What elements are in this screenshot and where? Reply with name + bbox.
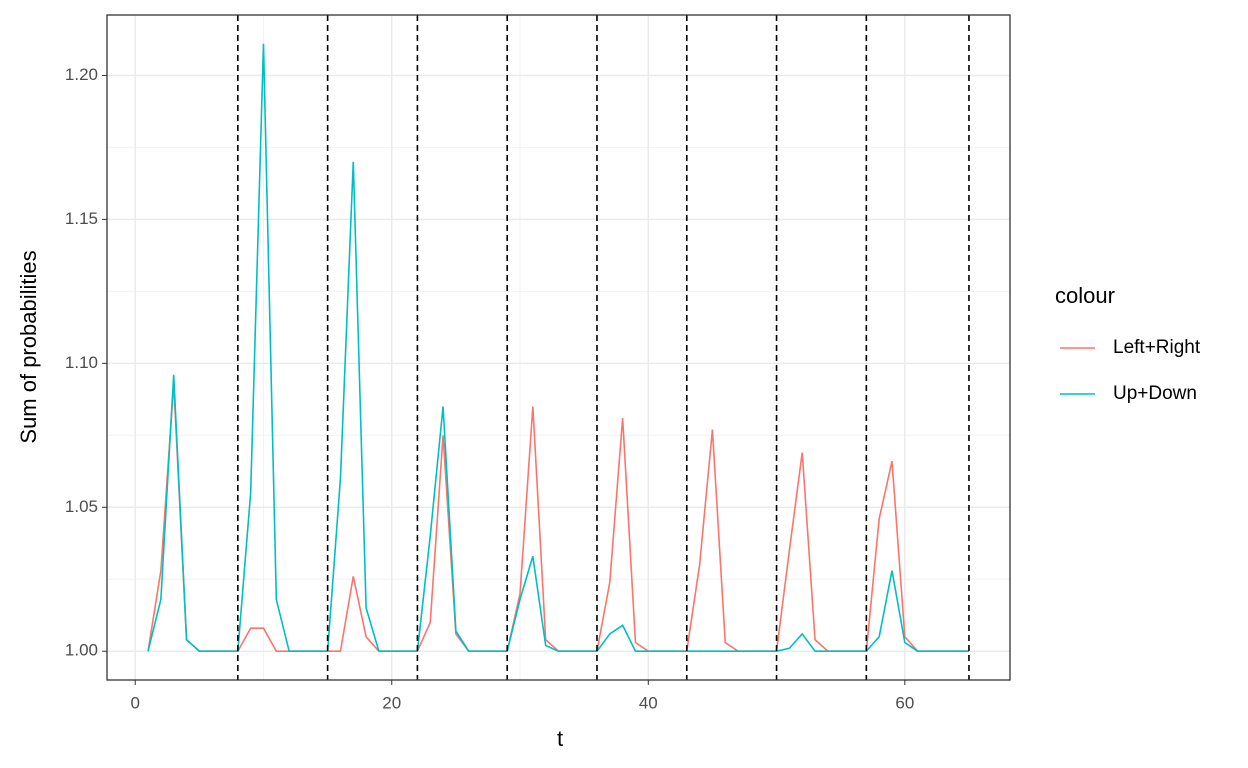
y-tick-label: 1.15: [65, 209, 98, 228]
legend-label: Left+Right: [1113, 337, 1201, 358]
x-tick-label: 0: [130, 693, 139, 712]
panel-border: [106, 14, 1011, 681]
series-line: [147, 383, 969, 653]
legend-title: colour: [1055, 283, 1115, 308]
y-tick-label: 1.00: [65, 641, 98, 660]
x-tick-label: 40: [639, 693, 658, 712]
legend-label: Up+Down: [1113, 383, 1197, 404]
y-tick-label: 1.20: [65, 65, 98, 84]
x-tick-label: 60: [895, 693, 914, 712]
series-line: [147, 43, 969, 653]
y-tick-label: 1.05: [65, 497, 98, 516]
x-tick-label: 20: [382, 693, 401, 712]
x-axis-title: t: [557, 726, 563, 751]
y-axis-title: Sum of probabilities: [16, 250, 41, 443]
y-tick-label: 1.10: [65, 353, 98, 372]
